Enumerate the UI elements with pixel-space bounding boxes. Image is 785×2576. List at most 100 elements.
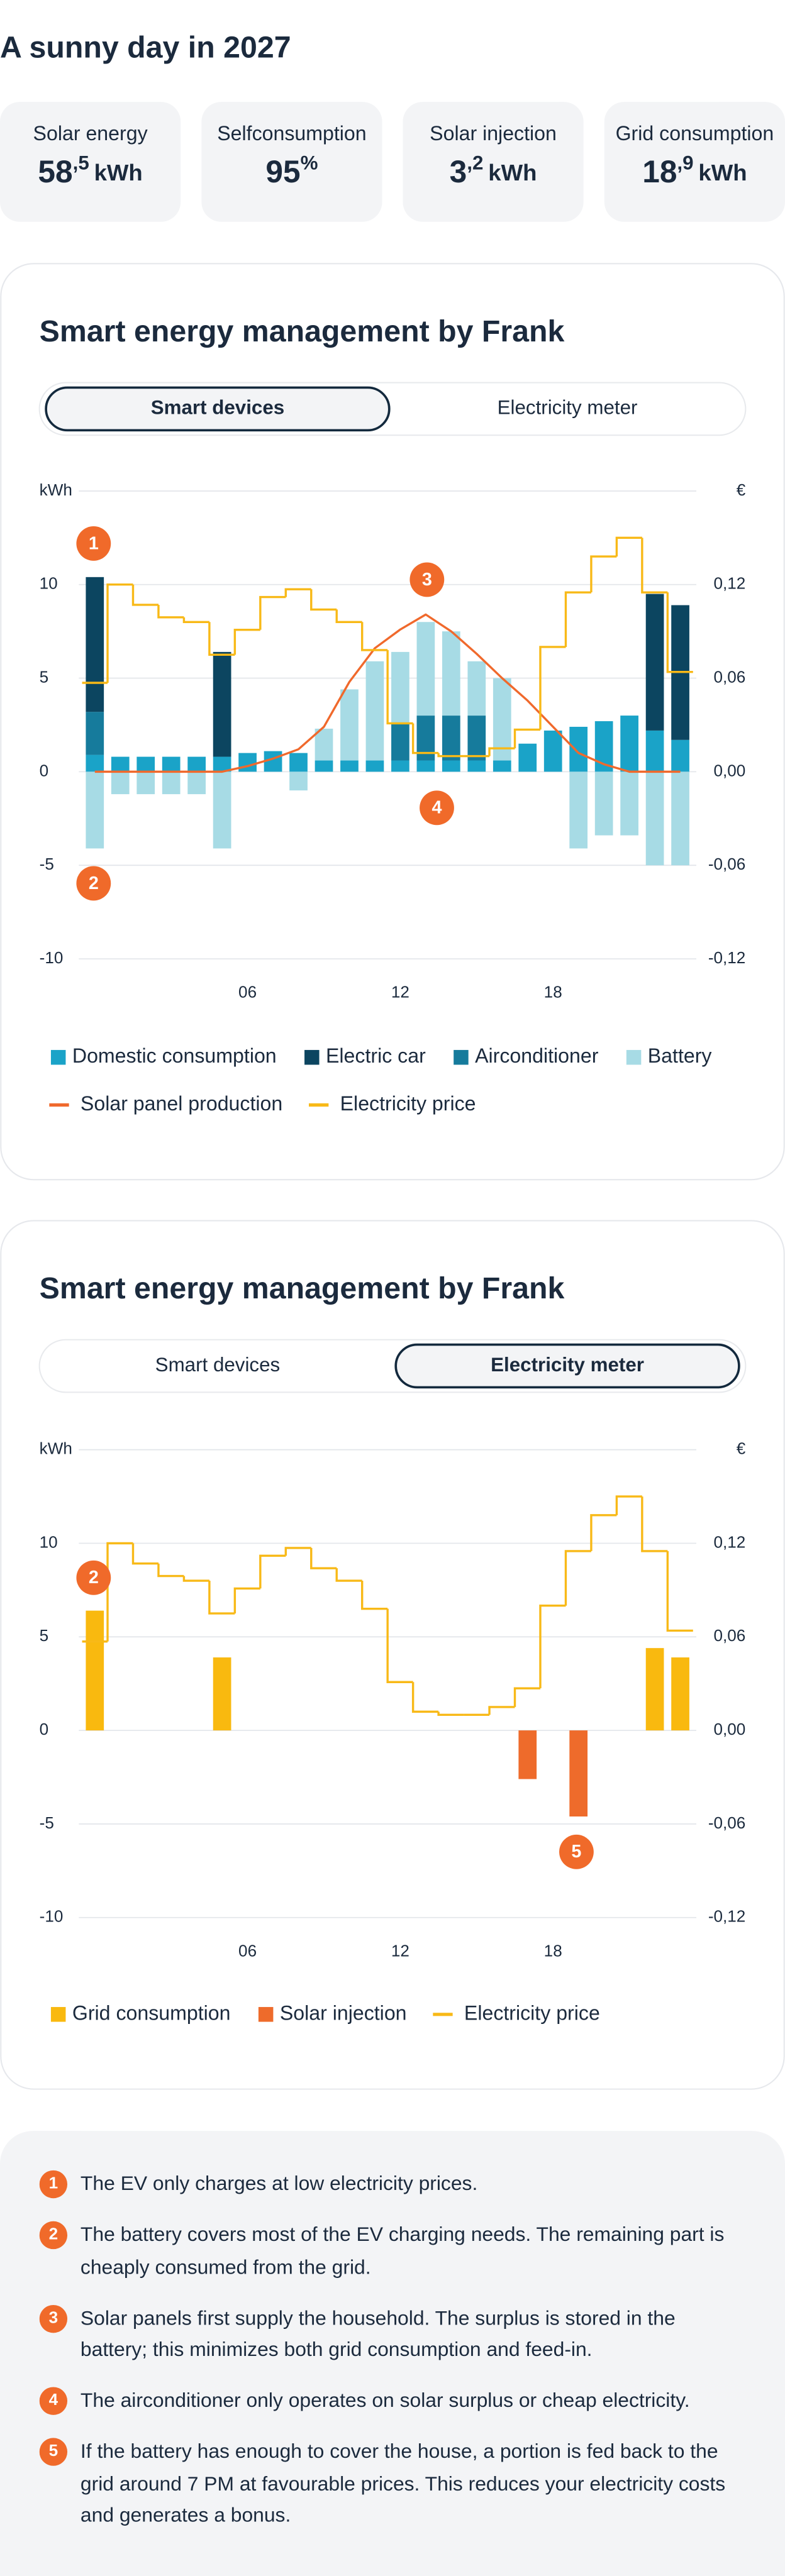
tab-label: Electricity meter [498,397,638,419]
price-step [590,1514,617,1551]
legend-item: Solar injection [258,2001,407,2024]
price-step [513,1687,540,1707]
x-tick-label: 12 [391,983,409,1002]
y2-tick-label: -0,06 [708,1813,745,1832]
notes-background [0,2131,785,2576]
bar [213,651,231,757]
y-tick-label: -10 [40,948,64,967]
legend-swatch [454,1049,469,1065]
value-main: 58 [38,154,72,189]
note-text: The airconditioner only operates on sola… [80,2389,690,2412]
price-step [284,1547,311,1556]
note-number: 4 [39,2387,68,2416]
y2-tick-label: 0,12 [714,574,746,593]
bar [162,756,181,772]
value-sup: % [301,152,318,174]
legend-swatch [50,2007,66,2022]
price-step [131,584,159,606]
notes-list: 1 The EV only charges at low electricity … [39,2169,738,2532]
y2-tick-label: 0,06 [714,667,746,686]
annotation-marker: 2 [76,1560,111,1595]
x-tick-label: 06 [238,983,257,1002]
y2-tick-label: -0,06 [708,854,745,873]
price-step [641,538,668,594]
bar [645,771,664,866]
price-step [564,591,591,647]
price-step [488,747,515,756]
value-main: 18 [642,154,677,189]
price-step [386,650,413,725]
annotation-circle [409,562,445,597]
card-value: 18,9 kWh [642,152,747,189]
price-step [666,1551,693,1632]
legend-label: Airconditioner [475,1044,599,1067]
legend-label: Electricity price [464,2001,600,2024]
tab-label: Smart devices [151,397,284,419]
note-item: 3 Solar panels first supply the household… [39,2302,738,2367]
card-background [604,102,785,222]
bar [493,678,511,761]
y2-tick-label: 0,12 [714,1532,746,1551]
y2-tick-label: 0,00 [714,761,746,780]
bar [289,771,308,791]
annotation-marker: 2 [76,866,111,901]
legend-label: Domestic consumption [72,1044,277,1067]
y2-tick-label: -0,12 [708,1907,745,1926]
note-number: 5 [39,2438,68,2467]
bar [518,1730,537,1779]
card-label: Solar injection [430,122,557,145]
bar [645,594,664,731]
tab[interactable]: Smart devices [45,386,391,432]
tab-active-pill [45,386,391,432]
price-step [386,1608,413,1683]
note-number: 2 [39,2221,68,2250]
y-tick-label: 5 [40,667,49,686]
value-sup: ,5 [73,152,89,174]
price-step [437,1711,464,1716]
bar [86,1610,104,1731]
y-tick-label: kWh [40,1439,72,1458]
card-background [403,102,584,222]
chart-panel: Smart energy management by Frank Smart de… [0,1220,785,2090]
tab[interactable]: Electricity meter [498,397,638,419]
bar [187,771,206,795]
bar [671,1657,689,1731]
legend-label: Solar panel production [81,1092,282,1115]
x-tick-label: 18 [544,1941,562,1960]
bar [594,771,613,836]
bar [187,756,206,772]
x-tick-label: 18 [544,983,562,1002]
annotation-circle [76,526,111,561]
bar [569,771,588,849]
bar [391,722,409,761]
notes-container: 1 The EV only charges at low electricity … [39,2169,738,2532]
bar [645,1648,664,1731]
y-tick-label: 10 [40,1532,58,1551]
price-step [208,1581,235,1615]
annotation-circle [76,866,111,901]
tab[interactable]: Smart devices [155,1354,280,1376]
bar [86,577,104,712]
bar [289,753,308,772]
price-step [437,753,464,758]
tab[interactable]: Electricity meter [394,1343,740,1389]
legend-item: Grid consumption [50,2001,231,2024]
y-tick-label: 0 [40,1720,49,1739]
y2-tick-label: 0,06 [714,1626,746,1645]
annotation-circle [559,1834,594,1869]
bar [543,730,562,772]
value-sup: ,9 [677,152,693,174]
legend-item: Solar panel production [49,1092,282,1115]
price-step [157,604,184,619]
x-tick-label: 06 [238,1941,257,1960]
bar [645,730,664,772]
annotation-marker: 1 [76,526,111,561]
bar [340,689,359,761]
bar [391,651,409,723]
legend-label: Electric car [326,1044,426,1067]
legend-item: Domestic consumption [50,1044,277,1067]
price-step [259,595,286,630]
legend-label: Solar injection [280,2001,407,2024]
bar [213,771,231,849]
price-step [488,1706,515,1715]
